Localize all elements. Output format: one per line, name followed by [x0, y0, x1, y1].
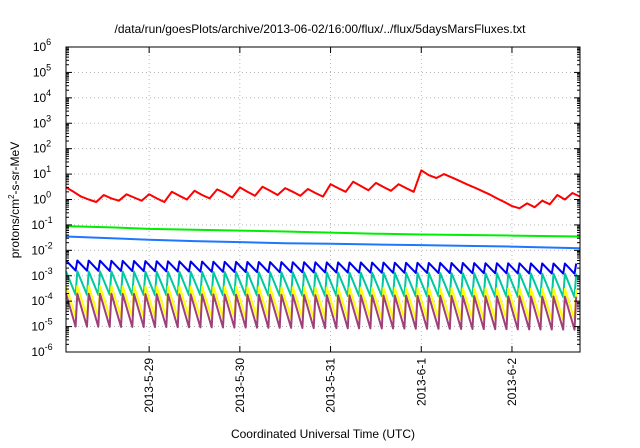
- series-line: [65, 169, 581, 210]
- y-tick-label: 104: [33, 88, 51, 105]
- series-line: [65, 235, 581, 250]
- x-axis: 2013-5-29 2013-5-30 2013-5-31 2013-6-1 2013-…: [142, 47, 519, 413]
- y-tick-label: 100: [33, 190, 51, 207]
- y-tick-label: 102: [33, 139, 51, 156]
- series-line: [65, 292, 578, 331]
- y-tick-label: 10-3: [31, 266, 52, 283]
- x-tick-label: 2013-5-31: [324, 358, 338, 413]
- y-tick-label: 10-5: [31, 317, 52, 334]
- y-tick-label: 10-2: [31, 240, 52, 257]
- y-axis-label-text: protons/cm: [8, 199, 22, 258]
- x-axis-label: Coordinated Universal Time (UTC): [231, 427, 415, 441]
- y-tick-label: 103: [33, 113, 51, 130]
- x-tick-label: 2013-5-30: [233, 358, 247, 413]
- x-tick-label: 2013-5-29: [142, 358, 156, 413]
- chart-title: /data/run/goesPlots/archive/2013-06-02/1…: [115, 22, 527, 36]
- x-tick-label: 2013-6-2: [505, 358, 519, 406]
- y-axis-label-superscript: 2: [7, 194, 16, 199]
- y-tick-label: 105: [33, 62, 51, 79]
- x-tick-label: 2013-6-1: [414, 358, 428, 406]
- y-tick-label: 101: [33, 164, 51, 181]
- series-line: [65, 270, 578, 299]
- y-tick-label: 106: [33, 37, 51, 54]
- y-axis-label: protons/cm2-s-sr-MeV: [7, 142, 22, 258]
- series-line: [65, 225, 581, 238]
- y-tick-label: 10-6: [31, 342, 52, 359]
- series-layer: [65, 169, 581, 331]
- y-tick-label: 10-4: [31, 291, 52, 308]
- y-axis-label-unit: -s-sr-MeV: [8, 142, 22, 195]
- series-line: [65, 259, 578, 275]
- y-tick-label: 10-1: [31, 215, 52, 232]
- y-axis: 10-6 10-5 10-4 10-3 10-2 10-1 100 101 102 103 104 1…: [31, 37, 580, 359]
